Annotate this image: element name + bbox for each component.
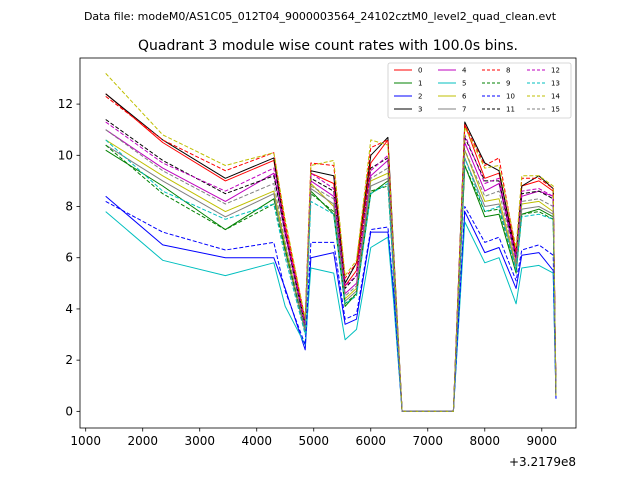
figure-suptitle: Data file: modeM0/AS1C05_012T04_90000035… [84,10,557,23]
x-tick-label: 2000 [127,434,158,448]
series-line-12 [105,121,557,412]
x-tick-label: 9000 [527,434,558,448]
x-tick-label: 8000 [470,434,501,448]
series-line-10 [105,200,557,412]
legend-label-2: 2 [418,93,422,101]
legend-label-9: 9 [506,80,510,88]
legend-label-12: 12 [551,67,560,75]
series-line-13 [105,139,557,412]
x-tick-label: 7000 [412,434,443,448]
legend-label-7: 7 [462,106,466,114]
chart-title: Quadrant 3 module wise count rates with … [138,38,518,54]
plot-frame [79,57,577,429]
legend-label-13: 13 [551,80,560,88]
plot-background [80,58,576,428]
x-tick-label: 4000 [241,434,272,448]
y-tick-label: 0 [65,404,73,418]
y-tick-label: 2 [65,353,73,367]
legend-frame [387,62,572,119]
series-layer [105,73,557,412]
y-axis: 0 2 4 6 8 10 12 [58,97,80,418]
x-axis-offset-label: +3.2179e8 [509,455,576,469]
legend-label-5: 5 [462,80,466,88]
legend-label-8: 8 [506,67,510,75]
x-tick-label: 5000 [298,434,329,448]
legend-label-0: 0 [418,67,422,75]
legend-label-10: 10 [506,93,515,101]
legend-label-4: 4 [462,67,467,75]
legend-label-6: 6 [462,93,467,101]
legend-label-14: 14 [551,93,560,101]
y-tick-label: 6 [65,251,73,265]
x-tick-label: 3000 [184,434,215,448]
y-tick-label: 12 [58,97,73,111]
series-line-15 [105,129,557,412]
legend-label-15: 15 [551,106,560,114]
legend-label-1: 1 [418,80,422,88]
x-tick-label: 1000 [70,434,101,448]
x-axis: 1000 2000 3000 4000 5000 6000 7000 8000 9000 [70,428,557,448]
series-line-5 [105,211,557,412]
y-tick-label: 10 [58,148,73,162]
series-line-14 [105,73,557,412]
x-tick-label: 6000 [355,434,386,448]
legend-label-3: 3 [418,106,422,114]
y-tick-label: 8 [65,200,73,214]
legend-label-11: 11 [506,106,515,114]
plot-area: 1000 2000 3000 4000 5000 6000 7000 8000 9000 0 2 4… [58,57,577,469]
y-tick-label: 4 [65,302,73,316]
